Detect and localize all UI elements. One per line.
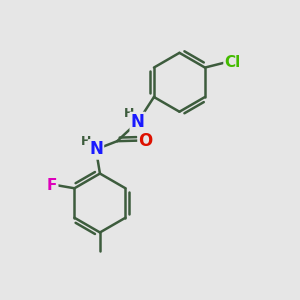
Text: F: F (47, 178, 57, 193)
Text: H: H (81, 135, 92, 148)
Text: N: N (131, 113, 145, 131)
Text: H: H (124, 107, 134, 120)
Text: Cl: Cl (224, 55, 241, 70)
Text: O: O (139, 132, 153, 150)
Text: N: N (89, 140, 103, 158)
